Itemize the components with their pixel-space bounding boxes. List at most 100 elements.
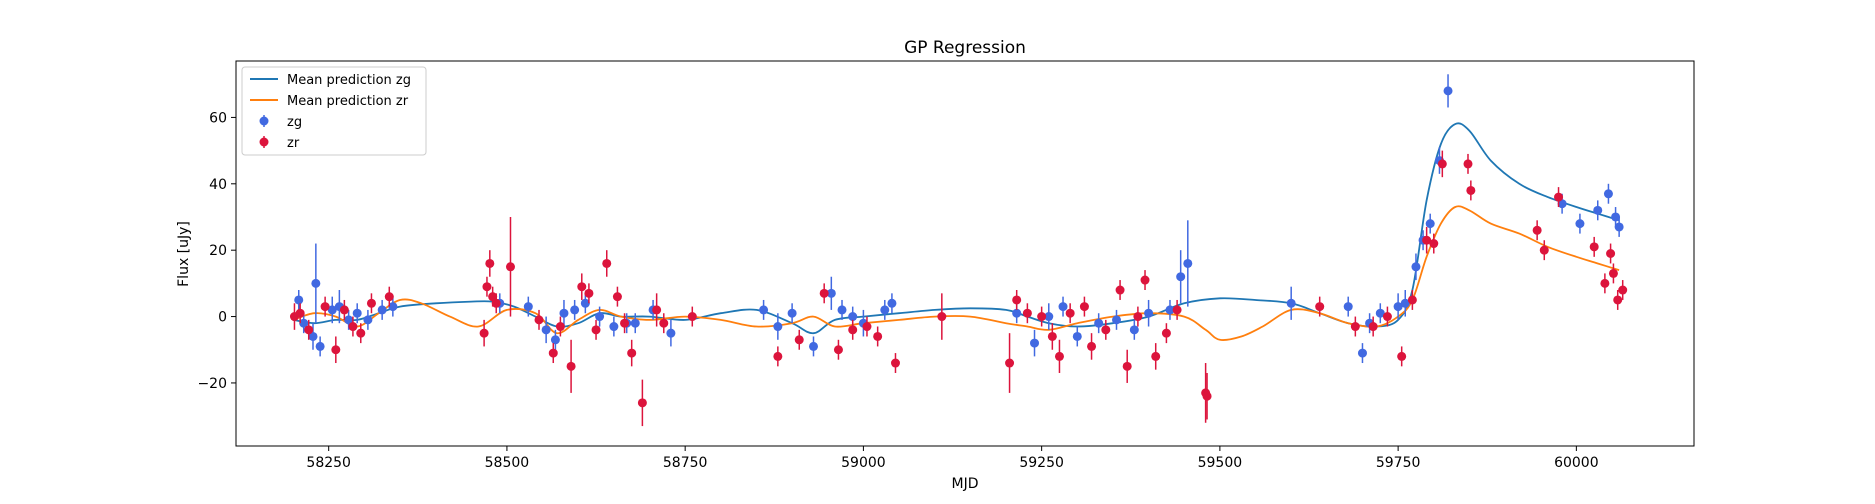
marker xyxy=(1183,258,1193,268)
marker xyxy=(1397,351,1407,361)
marker xyxy=(1094,318,1104,328)
marker xyxy=(356,328,366,338)
point-zg xyxy=(1343,296,1353,317)
marker xyxy=(1140,275,1150,285)
marker xyxy=(388,302,398,312)
point-zr xyxy=(331,336,341,364)
marker xyxy=(1012,295,1022,305)
marker xyxy=(555,322,565,332)
marker xyxy=(1350,322,1360,332)
point-zg xyxy=(541,316,551,344)
marker xyxy=(570,305,580,315)
marker xyxy=(826,288,836,298)
marker xyxy=(550,335,560,345)
marker xyxy=(1593,205,1603,215)
point-zr xyxy=(1054,339,1064,373)
point-zg xyxy=(773,313,783,340)
point-zg xyxy=(311,243,321,324)
y-axis-label: Flux [uJy] xyxy=(176,221,192,287)
marker xyxy=(773,351,783,361)
marker xyxy=(488,292,498,302)
marker xyxy=(1606,249,1616,258)
point-zr xyxy=(356,323,366,344)
point-zr xyxy=(320,296,330,317)
y-tick-label: 60 xyxy=(209,110,227,126)
marker xyxy=(1115,285,1125,295)
marker xyxy=(311,278,321,288)
point-zr xyxy=(873,326,883,347)
marker xyxy=(1437,159,1447,169)
legend-entry-zr: zr xyxy=(259,136,300,151)
marker xyxy=(873,331,883,341)
point-zg xyxy=(787,303,797,324)
marker xyxy=(331,345,341,355)
marker xyxy=(1005,358,1015,368)
point-zg xyxy=(880,299,890,320)
point-zr xyxy=(1037,306,1047,327)
point-zg xyxy=(1411,253,1421,281)
point-zr xyxy=(890,353,900,373)
point-zr xyxy=(1115,280,1125,300)
x-tick-label: 59000 xyxy=(841,455,886,471)
legend: Mean prediction zg Mean prediction zr zg zr xyxy=(241,66,427,156)
point-zr xyxy=(612,286,622,307)
marker xyxy=(1079,302,1089,312)
marker xyxy=(1054,351,1064,361)
marker xyxy=(1422,235,1432,245)
point-zr xyxy=(1618,280,1628,300)
point-zr xyxy=(794,329,804,350)
point-zr xyxy=(304,319,314,340)
marker xyxy=(505,262,515,272)
marker xyxy=(759,305,769,315)
point-zr xyxy=(1140,270,1150,291)
point-zg xyxy=(1112,309,1122,330)
point-zg xyxy=(1144,299,1154,327)
point-zr xyxy=(1315,296,1325,317)
marker xyxy=(384,292,394,302)
point-zr xyxy=(491,293,501,314)
marker xyxy=(1030,338,1040,348)
point-zg xyxy=(1393,293,1403,320)
point-zr xyxy=(1600,273,1610,294)
point-zg xyxy=(1030,329,1040,357)
point-zr xyxy=(1608,263,1618,284)
marker xyxy=(1037,312,1047,322)
marker xyxy=(377,305,387,315)
marker xyxy=(534,315,544,325)
legend-entry-mean-prediction-zr: Mean prediction zr xyxy=(250,94,409,109)
point-zr xyxy=(479,319,489,347)
marker xyxy=(1357,348,1367,358)
marker xyxy=(523,302,533,312)
point-zr xyxy=(482,276,492,297)
marker xyxy=(566,361,576,371)
marker xyxy=(666,328,676,338)
y-tick-label: 40 xyxy=(209,177,227,193)
marker xyxy=(620,318,630,328)
point-zg xyxy=(523,296,533,317)
marker xyxy=(1375,308,1385,318)
marker xyxy=(308,331,318,341)
marker xyxy=(1165,305,1175,315)
marker xyxy=(1443,86,1453,96)
point-zr xyxy=(1539,240,1549,261)
marker xyxy=(1202,391,1212,401)
point-zg xyxy=(327,296,337,324)
marker xyxy=(887,298,897,308)
marker xyxy=(1614,222,1624,232)
point-zr xyxy=(1407,290,1417,310)
point-zr xyxy=(566,339,576,393)
point-zg xyxy=(1183,220,1193,307)
marker xyxy=(819,288,829,298)
prediction-curves-layer xyxy=(292,122,1620,341)
legend-entry-mean-prediction-zg: Mean prediction zg xyxy=(250,73,411,88)
marker xyxy=(1368,322,1378,332)
marker xyxy=(541,325,551,335)
point-zr xyxy=(1463,153,1473,174)
point-zr xyxy=(1151,343,1161,370)
point-zg xyxy=(352,303,362,324)
marker xyxy=(1315,302,1325,312)
marker xyxy=(833,345,843,355)
marker xyxy=(1589,242,1599,252)
marker xyxy=(1466,185,1476,195)
point-zg xyxy=(1357,343,1367,364)
